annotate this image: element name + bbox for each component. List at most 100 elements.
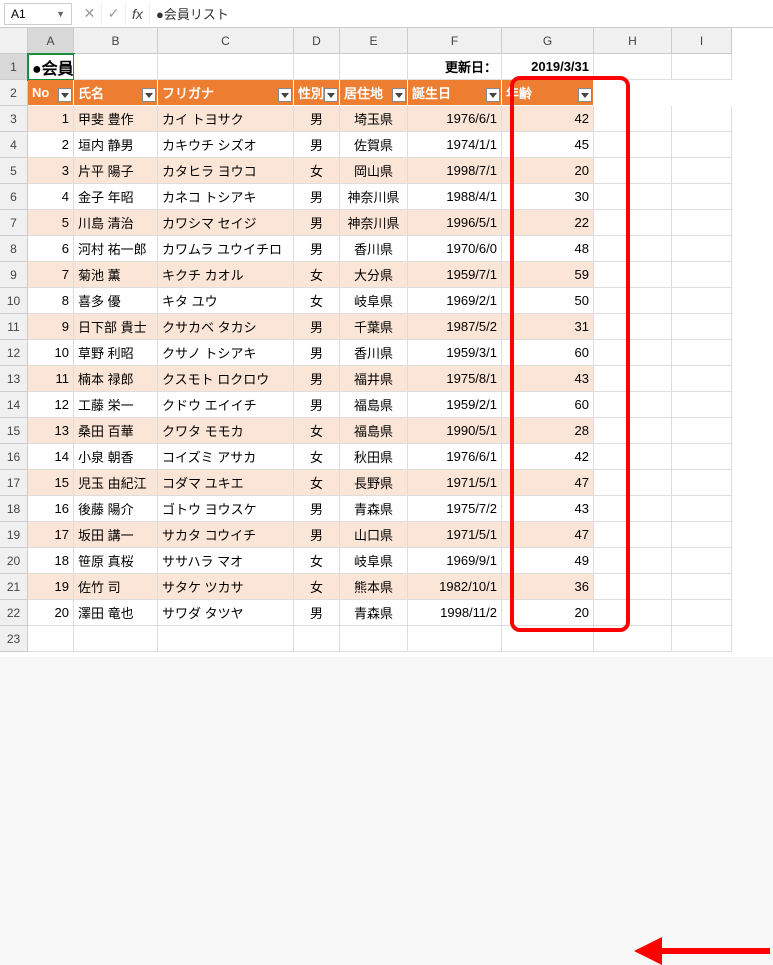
cell-no[interactable]: 16 [28,496,74,522]
cell-birth[interactable]: 1971/5/1 [408,470,502,496]
cell-kana[interactable]: クドウ エイイチ [158,392,294,418]
cell-birth[interactable]: 1998/11/2 [408,600,502,626]
cell-no[interactable]: 4 [28,184,74,210]
cell-pref[interactable]: 香川県 [340,340,408,366]
cell[interactable] [672,106,732,132]
row-header-2[interactable]: 2 [0,80,28,106]
cell-birth[interactable]: 1990/5/1 [408,418,502,444]
cell-birth[interactable]: 1971/5/1 [408,522,502,548]
table-header-C[interactable]: フリガナ [158,80,294,106]
filter-button[interactable] [392,88,406,102]
cell-kana[interactable]: クサカベ タカシ [158,314,294,340]
cell-pref[interactable]: 神奈川県 [340,210,408,236]
cell-age[interactable]: 20 [502,600,594,626]
cell-birth[interactable]: 1974/1/1 [408,132,502,158]
cell-name[interactable]: 金子 年昭 [74,184,158,210]
row-header-18[interactable]: 18 [0,496,28,522]
cell[interactable] [408,626,502,652]
cell[interactable] [594,444,672,470]
cell-sex[interactable]: 男 [294,340,340,366]
cell-pref[interactable]: 熊本県 [340,574,408,600]
table-header-A[interactable]: No [28,80,74,106]
cell[interactable] [594,340,672,366]
cell-no[interactable]: 9 [28,314,74,340]
cell[interactable] [594,314,672,340]
cell[interactable] [672,54,732,80]
cell-birth[interactable]: 1996/5/1 [408,210,502,236]
cell[interactable] [594,132,672,158]
cell-pref[interactable]: 秋田県 [340,444,408,470]
cell-no[interactable]: 20 [28,600,74,626]
cell-kana[interactable]: カイ トヨサク [158,106,294,132]
table-header-G[interactable]: 年齢 [502,80,594,106]
cell-sex[interactable]: 男 [294,522,340,548]
cell-name[interactable]: 日下部 貴士 [74,314,158,340]
cell[interactable] [158,54,294,80]
cell-name[interactable]: 桑田 百華 [74,418,158,444]
cell-kana[interactable]: クサノ トシアキ [158,340,294,366]
cell-kana[interactable]: カタヒラ ヨウコ [158,158,294,184]
column-header-G[interactable]: G [502,28,594,54]
cell[interactable] [672,574,732,600]
cell-name[interactable]: 笹原 真桜 [74,548,158,574]
cell-kana[interactable]: キタ ユウ [158,288,294,314]
cell-no[interactable]: 6 [28,236,74,262]
cell[interactable] [672,184,732,210]
cell-sex[interactable]: 女 [294,470,340,496]
cell-name[interactable]: 澤田 竜也 [74,600,158,626]
cell-no[interactable]: 10 [28,340,74,366]
cell[interactable] [28,626,74,652]
row-header-14[interactable]: 14 [0,392,28,418]
cell-name[interactable]: 菊池 薫 [74,262,158,288]
cell[interactable] [594,522,672,548]
cell[interactable] [594,80,672,106]
title-cell[interactable]: ●会員リスト [28,54,74,80]
cell[interactable] [74,54,158,80]
row-header-7[interactable]: 7 [0,210,28,236]
cell-no[interactable]: 3 [28,158,74,184]
cell-name[interactable]: 後藤 陽介 [74,496,158,522]
update-date[interactable]: 2019/3/31 [502,54,594,80]
row-header-23[interactable]: 23 [0,626,28,652]
cell-sex[interactable]: 男 [294,184,340,210]
cell-pref[interactable]: 青森県 [340,496,408,522]
cell[interactable] [672,158,732,184]
cell-birth[interactable]: 1959/2/1 [408,392,502,418]
cell-kana[interactable]: ゴトウ ヨウスケ [158,496,294,522]
cell-no[interactable]: 1 [28,106,74,132]
cell-no[interactable]: 13 [28,418,74,444]
cell[interactable] [158,626,294,652]
cell-age[interactable]: 36 [502,574,594,600]
cell-birth[interactable]: 1975/7/2 [408,496,502,522]
cell-sex[interactable]: 女 [294,548,340,574]
cell-name[interactable]: 垣内 静男 [74,132,158,158]
cell-age[interactable]: 31 [502,314,594,340]
filter-button[interactable] [578,88,592,102]
cell[interactable] [594,106,672,132]
cell-no[interactable]: 8 [28,288,74,314]
cell-sex[interactable]: 男 [294,314,340,340]
row-header-19[interactable]: 19 [0,522,28,548]
cell[interactable] [672,288,732,314]
cell-kana[interactable]: コイズミ アサカ [158,444,294,470]
cell-age[interactable]: 28 [502,418,594,444]
filter-button[interactable] [58,88,72,102]
cell-birth[interactable]: 1982/10/1 [408,574,502,600]
cell[interactable] [594,54,672,80]
cell-no[interactable]: 17 [28,522,74,548]
cell-name[interactable]: 川島 清治 [74,210,158,236]
cell-no[interactable]: 11 [28,366,74,392]
cell-age[interactable]: 30 [502,184,594,210]
cell-no[interactable]: 19 [28,574,74,600]
cell-kana[interactable]: コダマ ユキエ [158,470,294,496]
cell[interactable] [594,210,672,236]
fx-icon[interactable]: fx [126,3,150,25]
cell-birth[interactable]: 1998/7/1 [408,158,502,184]
cell-pref[interactable]: 神奈川県 [340,184,408,210]
cell-age[interactable]: 42 [502,444,594,470]
cell-sex[interactable]: 男 [294,600,340,626]
row-header-11[interactable]: 11 [0,314,28,340]
cell-birth[interactable]: 1969/2/1 [408,288,502,314]
cell-no[interactable]: 5 [28,210,74,236]
cell-kana[interactable]: サタケ ツカサ [158,574,294,600]
